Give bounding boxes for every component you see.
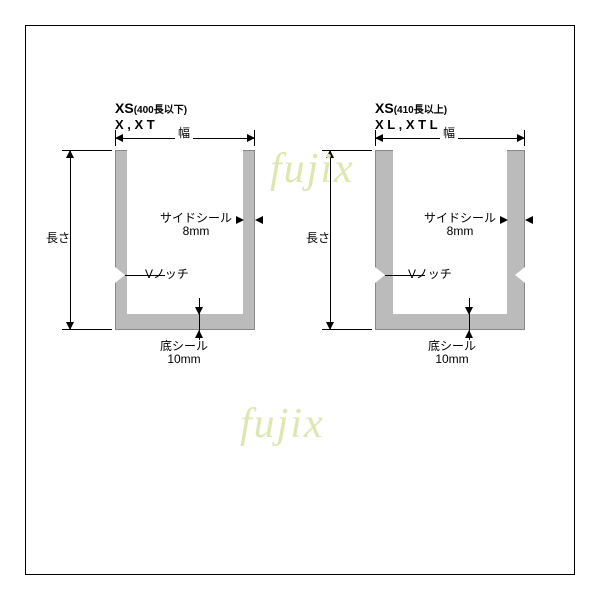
diagram-area: XS(400長以下) X , X T 幅 長さ サイドシール 8mm Vノッチ [50,130,550,450]
title-main-r: XS [375,100,394,116]
v-notch-r-right [515,267,525,283]
len-arrow-b-r [326,322,334,330]
side-seal-label-r: サイドシール 8mm [424,212,496,238]
ss-val-r: 8mm [447,224,474,238]
bs-text-r: 底シール [428,339,476,353]
bs-val: 10mm [167,352,200,366]
width-arrow-r [247,134,255,142]
len-line-r [330,150,331,330]
ss-arr-out [255,216,263,224]
vnotch-label: Vノッチ [145,268,189,281]
len-arrow-b [66,322,74,330]
side-seal-label: サイドシール 8mm [160,212,232,238]
bs-line [199,298,200,340]
v-notch-l [115,267,125,283]
bs-text: 底シール [160,339,208,353]
title-main: XS [115,100,134,116]
bs-val-r: 10mm [435,352,468,366]
width-label: 幅 [175,127,193,140]
ss-text-r: サイドシール [424,211,496,225]
len-line [70,150,71,330]
title-line2-r: X L , X T L [375,117,438,132]
ss-text: サイドシール [160,211,232,225]
ss-arr-in [236,216,244,224]
bottom-seal-label-r: 底シール 10mm [428,340,476,366]
panel-right-title: XS(410長以上) X L , X T L [375,100,447,133]
vnotch-label-r: Vノッチ [408,268,452,281]
panel-left: XS(400長以下) X , X T 幅 長さ サイドシール 8mm Vノッチ [50,130,290,450]
width-arrow-r-r [517,134,525,142]
length-label-r: 長さ [306,230,330,247]
len-arrow-t [66,150,74,158]
title-line2: X , X T [115,117,155,132]
title-sub-r: (410長以上) [394,105,447,116]
len-arrow-t-r [326,150,334,158]
width-arrow-l-r [375,134,383,142]
ss-arr-out-r [525,216,533,224]
bs-line-r [469,298,470,340]
title-sub: (400長以下) [134,105,187,116]
length-label: 長さ [46,230,70,247]
width-arrow-l [115,134,123,142]
panel-right: XS(410長以上) X L , X T L 幅 長さ サイドシール 8mm V [310,130,550,450]
v-notch-r-left [375,267,385,283]
width-label-r: 幅 [440,127,458,140]
ss-arr-in-r [500,216,508,224]
bottom-seal-label: 底シール 10mm [160,340,208,366]
ss-val: 8mm [183,224,210,238]
